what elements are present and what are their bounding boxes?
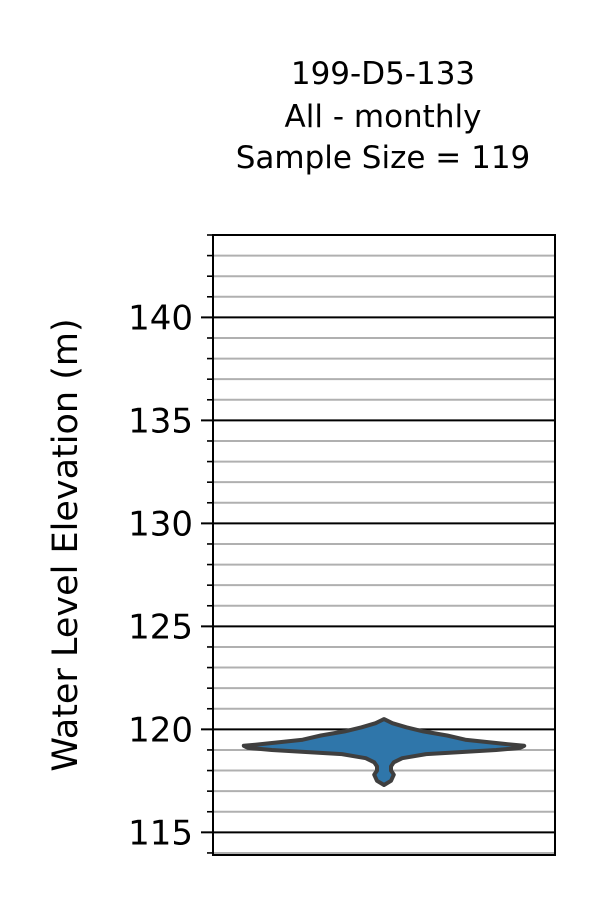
- y-tick-label: 135: [128, 401, 193, 441]
- y-tick-label: 125: [128, 607, 193, 647]
- chart-title: 199-D5-133 All - monthly Sample Size = 1…: [236, 56, 531, 176]
- title-line-1: 199-D5-133: [291, 56, 475, 92]
- violin-group: [241, 717, 527, 787]
- plot-frame: [212, 234, 556, 856]
- y-tick-label: 120: [128, 710, 193, 750]
- violin-body: [241, 717, 527, 787]
- title-line-3: Sample Size = 119: [236, 140, 531, 176]
- y-axis-label: Water Level Elevation (m): [46, 318, 86, 771]
- y-axis-ticks: [201, 234, 213, 854]
- y-tick-label: 130: [128, 504, 193, 544]
- y-tick-label: 140: [128, 298, 193, 338]
- y-tick-label: 115: [128, 813, 193, 853]
- title-line-2: All - monthly: [285, 99, 482, 135]
- y-axis-tick-labels: 115 120 125 130 135 140: [128, 298, 193, 853]
